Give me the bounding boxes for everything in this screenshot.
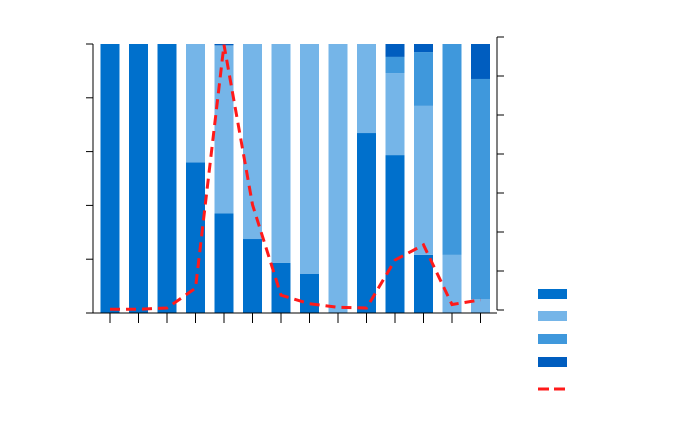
bar-segment-s1 [186, 162, 205, 313]
bar-segment-s4 [471, 44, 490, 79]
bar-segment-s2 [357, 44, 376, 134]
bar-segment-s1 [214, 213, 234, 313]
legend-swatch-s4 [538, 357, 567, 367]
line-series [110, 44, 481, 311]
bar-segment-s1 [414, 254, 433, 313]
bar-segment-s3 [471, 78, 490, 300]
bar-segment-s2 [414, 105, 433, 255]
bar-segment-s2 [271, 44, 291, 263]
bar-segment-s4 [385, 44, 405, 57]
bar-segment-s2 [328, 44, 348, 313]
bar-segment-s2 [442, 254, 462, 313]
bar-segment-s3 [414, 52, 433, 106]
bar-segment-s1 [385, 155, 405, 313]
bar-segment-s4 [414, 44, 433, 53]
bar-segment-s1 [357, 133, 376, 313]
bar-segment-s2 [300, 44, 319, 274]
bar-segment-s2 [186, 44, 205, 163]
bar-segment-s2 [471, 299, 490, 313]
bar-segment-s3 [385, 56, 405, 74]
bar-segment-s3 [442, 44, 462, 255]
bar-segment-s1 [243, 239, 262, 313]
bar-segment-s1 [271, 262, 291, 313]
bar-segment-s2 [243, 44, 262, 240]
bar-segment-s2 [214, 45, 234, 214]
legend-swatch-s1 [538, 289, 567, 299]
legend-swatch-s2 [538, 311, 567, 321]
bar-segment-s1 [100, 44, 120, 313]
bar-segment-s2 [385, 73, 405, 156]
legend-swatch-s3 [538, 334, 567, 344]
bar-segment-s1 [157, 44, 177, 313]
bar-segment-s1 [129, 44, 148, 313]
bar-segment-s1 [300, 273, 319, 313]
